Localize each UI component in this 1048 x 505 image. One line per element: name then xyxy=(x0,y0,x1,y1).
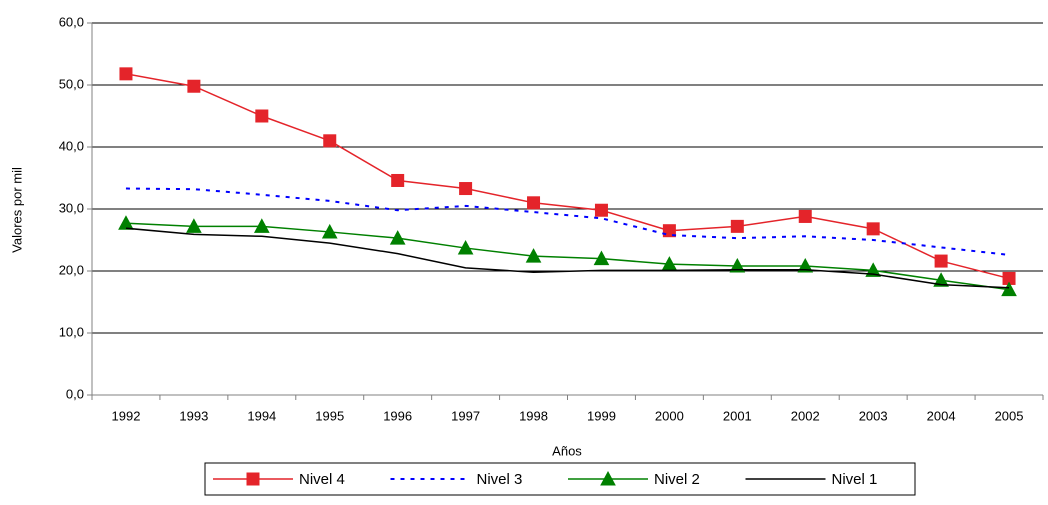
y-tick-label: 30,0 xyxy=(59,200,84,215)
data-point xyxy=(527,196,541,210)
series-line xyxy=(125,222,1010,291)
data-point xyxy=(457,240,474,255)
data-point xyxy=(798,209,812,223)
legend-marker xyxy=(246,472,260,486)
data-point xyxy=(933,272,949,287)
x-tick-label: 1997 xyxy=(451,408,480,423)
x-tick-label: 1994 xyxy=(247,408,276,423)
legend-label: Nivel 4 xyxy=(299,471,345,488)
y-tick-label: 0,0 xyxy=(66,386,84,401)
y-tick-label: 50,0 xyxy=(59,76,84,91)
x-tick-label: 2005 xyxy=(995,408,1024,423)
data-point xyxy=(866,222,880,236)
data-point xyxy=(255,109,269,123)
data-point xyxy=(934,254,948,268)
y-axis-title: Valores por mil xyxy=(9,167,24,253)
data-point xyxy=(730,219,744,233)
series-line xyxy=(125,73,1010,280)
data-point xyxy=(1001,281,1017,297)
legend-label: Nivel 1 xyxy=(832,471,878,488)
x-tick-label: 1996 xyxy=(383,408,412,423)
y-tick-label: 10,0 xyxy=(59,324,84,339)
y-tick-label: 20,0 xyxy=(59,262,84,277)
data-point xyxy=(323,134,337,148)
x-tick-label: 1993 xyxy=(179,408,208,423)
legend-marker xyxy=(600,470,616,486)
x-tick-label: 1999 xyxy=(587,408,616,423)
y-tick-label: 60,0 xyxy=(59,14,84,29)
x-tick-label: 2002 xyxy=(791,408,820,423)
data-point xyxy=(119,67,133,81)
x-tick-label: 1992 xyxy=(112,408,141,423)
x-tick-label: 1998 xyxy=(519,408,548,423)
series-line xyxy=(125,187,1010,256)
data-point xyxy=(593,250,610,266)
x-axis-title: Años xyxy=(552,443,582,458)
series-line xyxy=(125,227,1010,289)
data-point xyxy=(525,248,542,263)
data-point xyxy=(253,218,270,233)
data-point xyxy=(459,182,473,196)
legend-label: Nivel 2 xyxy=(654,471,700,488)
data-point xyxy=(118,215,134,230)
data-point xyxy=(389,230,406,245)
data-point xyxy=(729,257,746,273)
x-tick-label: 2000 xyxy=(655,408,684,423)
data-point xyxy=(391,173,405,187)
x-tick-label: 2001 xyxy=(723,408,752,423)
x-tick-label: 2003 xyxy=(859,408,888,423)
data-point xyxy=(662,224,676,238)
data-point xyxy=(186,218,202,233)
data-point xyxy=(321,223,338,239)
data-point xyxy=(187,79,201,93)
data-point xyxy=(797,257,814,273)
y-tick-label: 40,0 xyxy=(59,138,84,153)
legend-label: Nivel 3 xyxy=(477,471,523,488)
data-point xyxy=(594,203,608,217)
x-tick-label: 2004 xyxy=(927,408,956,423)
x-tick-label: 1995 xyxy=(315,408,344,423)
